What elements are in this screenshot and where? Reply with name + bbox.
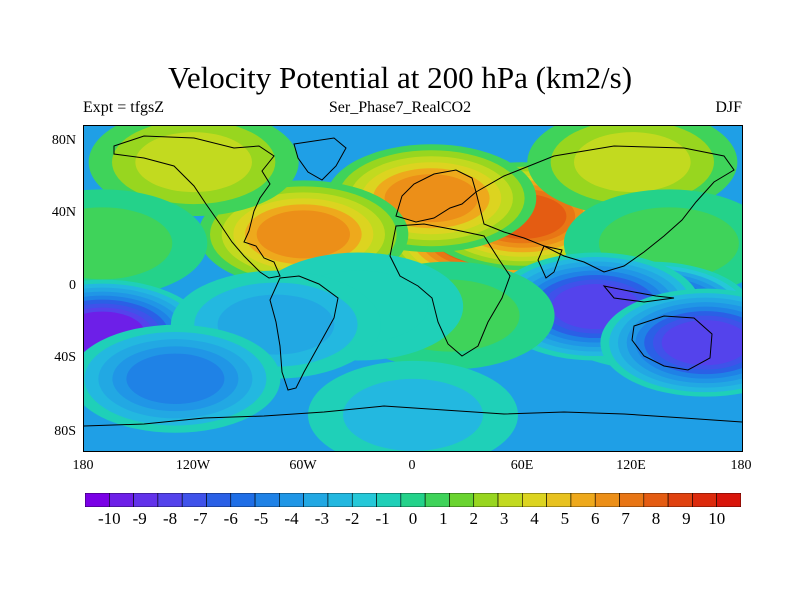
colorbar-label: -8 [162,509,178,528]
colorbar-swatch [594,493,620,507]
contour-band-11-7 [661,320,742,366]
colorbar-label: 5 [560,509,570,528]
coastline-antarctica [84,405,742,427]
colorbar-swatch [303,493,329,507]
colorbar-label: -5 [254,509,269,528]
colorbar-swatch [692,493,718,507]
colorbar-swatch [643,493,669,507]
colorbar-swatch [376,493,402,507]
contour-band-4-5 [256,210,350,259]
coastline-asia [475,145,735,273]
x-tick-label-0: 0 [408,458,416,473]
x-tick-label-120w: 120W [175,458,211,473]
colorbar-label: 10 [708,509,726,528]
coastline-australia [631,315,713,371]
colorbar-label: 4 [530,509,539,528]
x-tick-label-60e: 60E [510,458,534,473]
x-tick-label-180e: 180 [730,458,752,473]
x-tick-label-180w: 180 [72,458,94,473]
colorbar-label: -2 [345,509,360,528]
colorbar-swatch [522,493,547,507]
x-tick-label-60w: 60W [289,458,317,473]
colorbar-label: 3 [499,509,509,528]
colorbar-label: 7 [621,509,630,528]
colorbar-swatch [570,493,596,507]
colorbar-label: 6 [590,509,600,528]
colorbar-label: -1 [375,509,390,528]
colorbar-swatch [497,493,523,507]
coastline-north-america [113,135,281,279]
colorbar-label: -10 [97,509,121,528]
colorbar-swatch [424,493,450,507]
y-tick-label-40s: 40S [54,350,76,365]
colorbar-label: 9 [682,509,691,528]
experiment-label: Expt = tfgsZ [83,99,165,116]
colorbar-label: -9 [132,509,147,528]
colorbar-label: -3 [314,509,329,528]
run-name-label: Ser_Phase7_RealCO2 [328,99,472,116]
colorbar-swatch [619,493,645,507]
coastline-south-america [269,275,339,391]
colorbar-swatch [546,493,572,507]
colorbar-label: 2 [469,509,478,528]
colorbar-swatch [400,493,426,507]
contour-band-7-1 [84,207,173,280]
coastline-africa [389,223,511,357]
contour-band-5-2 [574,132,691,193]
colorbar-swatch [85,493,110,507]
colorbar-swatch [473,493,499,507]
colorbar-label: -6 [223,509,238,528]
colorbar-swatch [181,493,207,507]
colorbar-swatch [254,493,280,507]
colorbar-swatch [279,493,304,507]
y-tick-label-0: 0 [69,278,76,293]
coastlines [84,135,742,427]
contour-band-6-2 [135,132,252,193]
velocity-potential-map [83,125,743,452]
colorbar-label: 0 [408,509,418,528]
contour-band-17-4 [126,353,225,404]
contour-field [84,126,742,451]
colorbar [85,493,741,507]
colorbar-label: -7 [193,509,208,528]
coastline-indonesia [602,285,675,303]
coastline-greenland [293,137,347,181]
colorbar-swatch [327,493,353,507]
colorbar-swatch [157,493,183,507]
y-tick-label-80s: 80S [54,424,76,439]
season-label: DJF [715,99,742,116]
coastline-europe [395,169,477,223]
map-title: Velocity Potential at 200 hPa (km2/s) [167,60,633,95]
map-canvas [84,126,742,451]
y-tick-label-40n: 40N [51,205,76,220]
colorbar-swatch [108,493,134,507]
contour-band-16-1 [343,378,483,451]
colorbar-label: 1 [439,509,448,528]
colorbar-swatch [206,493,232,507]
y-tick-label-80n: 80N [51,133,76,148]
colorbar-swatch [133,493,159,507]
colorbar-label: -4 [284,509,299,528]
x-tick-label-120e: 120E [616,458,646,473]
colorbar-label: 8 [651,509,661,528]
colorbar-swatch [351,493,377,507]
colorbar-swatch [230,493,256,507]
coastline-india [537,245,563,279]
colorbar-swatch [716,493,741,507]
contour-band-3-5 [384,174,478,223]
colorbar-swatch [667,493,693,507]
colorbar-swatch [449,493,475,507]
